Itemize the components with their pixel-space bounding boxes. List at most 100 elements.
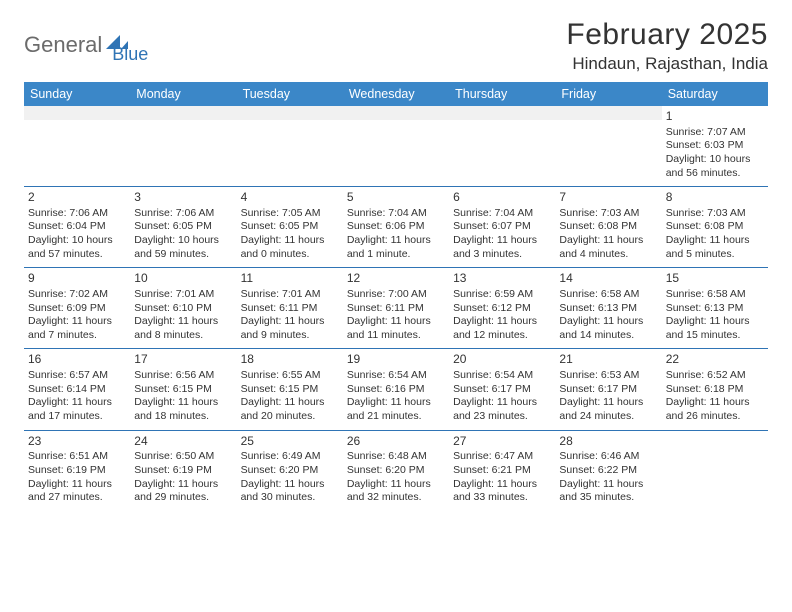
sunrise-text: Sunrise: 6:48 AM	[347, 450, 445, 464]
logo-text-blue: Blue	[112, 44, 148, 65]
day-number: 20	[453, 352, 551, 368]
calendar-cell: 22Sunrise: 6:52 AMSunset: 6:18 PMDayligh…	[662, 349, 768, 430]
daylight-text: Daylight: 11 hours and 0 minutes.	[241, 234, 339, 261]
day-number: 5	[347, 190, 445, 206]
calendar-cell: 18Sunrise: 6:55 AMSunset: 6:15 PMDayligh…	[237, 349, 343, 430]
daylight-text: Daylight: 11 hours and 20 minutes.	[241, 396, 339, 423]
calendar-cell	[130, 106, 236, 187]
sunset-text: Sunset: 6:22 PM	[559, 464, 657, 478]
daylight-text: Daylight: 11 hours and 14 minutes.	[559, 315, 657, 342]
day-number: 22	[666, 352, 764, 368]
calendar-cell: 13Sunrise: 6:59 AMSunset: 6:12 PMDayligh…	[449, 268, 555, 349]
day-header: Friday	[555, 82, 661, 106]
daylight-text: Daylight: 11 hours and 21 minutes.	[347, 396, 445, 423]
sunset-text: Sunset: 6:08 PM	[666, 220, 764, 234]
sunset-text: Sunset: 6:16 PM	[347, 383, 445, 397]
sunset-text: Sunset: 6:11 PM	[347, 302, 445, 316]
sunrise-text: Sunrise: 6:53 AM	[559, 369, 657, 383]
sunrise-text: Sunrise: 6:58 AM	[559, 288, 657, 302]
day-number: 9	[28, 271, 126, 287]
sunrise-text: Sunrise: 7:00 AM	[347, 288, 445, 302]
sunset-text: Sunset: 6:18 PM	[666, 383, 764, 397]
day-number: 17	[134, 352, 232, 368]
day-number: 25	[241, 434, 339, 450]
day-number: 19	[347, 352, 445, 368]
sunrise-text: Sunrise: 7:05 AM	[241, 207, 339, 221]
day-number: 12	[347, 271, 445, 287]
day-number: 24	[134, 434, 232, 450]
header-row: General Blue February 2025 Hindaun, Raja…	[24, 18, 768, 74]
calendar-cell: 15Sunrise: 6:58 AMSunset: 6:13 PMDayligh…	[662, 268, 768, 349]
calendar-cell	[237, 106, 343, 187]
calendar-cell: 8Sunrise: 7:03 AMSunset: 6:08 PMDaylight…	[662, 187, 768, 268]
calendar-table: SundayMondayTuesdayWednesdayThursdayFrid…	[24, 82, 768, 511]
daylight-text: Daylight: 11 hours and 12 minutes.	[453, 315, 551, 342]
sunset-text: Sunset: 6:20 PM	[347, 464, 445, 478]
calendar-cell: 16Sunrise: 6:57 AMSunset: 6:14 PMDayligh…	[24, 349, 130, 430]
day-number: 13	[453, 271, 551, 287]
sunrise-text: Sunrise: 7:01 AM	[134, 288, 232, 302]
calendar-cell: 17Sunrise: 6:56 AMSunset: 6:15 PMDayligh…	[130, 349, 236, 430]
day-number: 28	[559, 434, 657, 450]
daylight-text: Daylight: 11 hours and 15 minutes.	[666, 315, 764, 342]
sunrise-text: Sunrise: 7:02 AM	[28, 288, 126, 302]
sunrise-text: Sunrise: 6:59 AM	[453, 288, 551, 302]
sunrise-text: Sunrise: 6:57 AM	[28, 369, 126, 383]
calendar-cell: 19Sunrise: 6:54 AMSunset: 6:16 PMDayligh…	[343, 349, 449, 430]
sunset-text: Sunset: 6:07 PM	[453, 220, 551, 234]
daylight-text: Daylight: 11 hours and 32 minutes.	[347, 478, 445, 505]
calendar-cell: 14Sunrise: 6:58 AMSunset: 6:13 PMDayligh…	[555, 268, 661, 349]
sunset-text: Sunset: 6:10 PM	[134, 302, 232, 316]
calendar-cell: 1Sunrise: 7:07 AMSunset: 6:03 PMDaylight…	[662, 106, 768, 187]
logo: General Blue	[24, 18, 148, 65]
sunrise-text: Sunrise: 6:56 AM	[134, 369, 232, 383]
sunset-text: Sunset: 6:13 PM	[559, 302, 657, 316]
sunrise-text: Sunrise: 7:07 AM	[666, 126, 764, 140]
daylight-text: Daylight: 11 hours and 35 minutes.	[559, 478, 657, 505]
sunrise-text: Sunrise: 6:58 AM	[666, 288, 764, 302]
day-header: Sunday	[24, 82, 130, 106]
daylight-text: Daylight: 11 hours and 11 minutes.	[347, 315, 445, 342]
day-number: 4	[241, 190, 339, 206]
daylight-text: Daylight: 11 hours and 18 minutes.	[134, 396, 232, 423]
sunset-text: Sunset: 6:06 PM	[347, 220, 445, 234]
day-number: 10	[134, 271, 232, 287]
calendar-cell	[662, 430, 768, 511]
logo-text-general: General	[24, 32, 102, 58]
calendar-cell: 27Sunrise: 6:47 AMSunset: 6:21 PMDayligh…	[449, 430, 555, 511]
day-number: 7	[559, 190, 657, 206]
sunrise-text: Sunrise: 7:04 AM	[347, 207, 445, 221]
daylight-text: Daylight: 10 hours and 59 minutes.	[134, 234, 232, 261]
day-number: 21	[559, 352, 657, 368]
calendar-body: 1Sunrise: 7:07 AMSunset: 6:03 PMDaylight…	[24, 106, 768, 511]
daylight-text: Daylight: 11 hours and 9 minutes.	[241, 315, 339, 342]
calendar-cell: 20Sunrise: 6:54 AMSunset: 6:17 PMDayligh…	[449, 349, 555, 430]
day-number: 2	[28, 190, 126, 206]
daylight-text: Daylight: 11 hours and 5 minutes.	[666, 234, 764, 261]
calendar-cell	[555, 106, 661, 187]
calendar-cell	[343, 106, 449, 187]
sunset-text: Sunset: 6:11 PM	[241, 302, 339, 316]
daylight-text: Daylight: 11 hours and 27 minutes.	[28, 478, 126, 505]
day-number: 8	[666, 190, 764, 206]
daylight-text: Daylight: 11 hours and 29 minutes.	[134, 478, 232, 505]
sunset-text: Sunset: 6:14 PM	[28, 383, 126, 397]
day-header: Saturday	[662, 82, 768, 106]
header-right: February 2025 Hindaun, Rajasthan, India	[566, 18, 768, 74]
sunset-text: Sunset: 6:08 PM	[559, 220, 657, 234]
sunset-text: Sunset: 6:05 PM	[241, 220, 339, 234]
daylight-text: Daylight: 11 hours and 26 minutes.	[666, 396, 764, 423]
day-number: 27	[453, 434, 551, 450]
day-header: Thursday	[449, 82, 555, 106]
day-number: 26	[347, 434, 445, 450]
sunrise-text: Sunrise: 7:03 AM	[666, 207, 764, 221]
sunset-text: Sunset: 6:21 PM	[453, 464, 551, 478]
sunset-text: Sunset: 6:15 PM	[134, 383, 232, 397]
calendar-cell: 28Sunrise: 6:46 AMSunset: 6:22 PMDayligh…	[555, 430, 661, 511]
location-text: Hindaun, Rajasthan, India	[566, 54, 768, 74]
calendar-cell: 12Sunrise: 7:00 AMSunset: 6:11 PMDayligh…	[343, 268, 449, 349]
daylight-text: Daylight: 11 hours and 24 minutes.	[559, 396, 657, 423]
daylight-text: Daylight: 10 hours and 57 minutes.	[28, 234, 126, 261]
sunrise-text: Sunrise: 7:06 AM	[134, 207, 232, 221]
sunset-text: Sunset: 6:19 PM	[134, 464, 232, 478]
